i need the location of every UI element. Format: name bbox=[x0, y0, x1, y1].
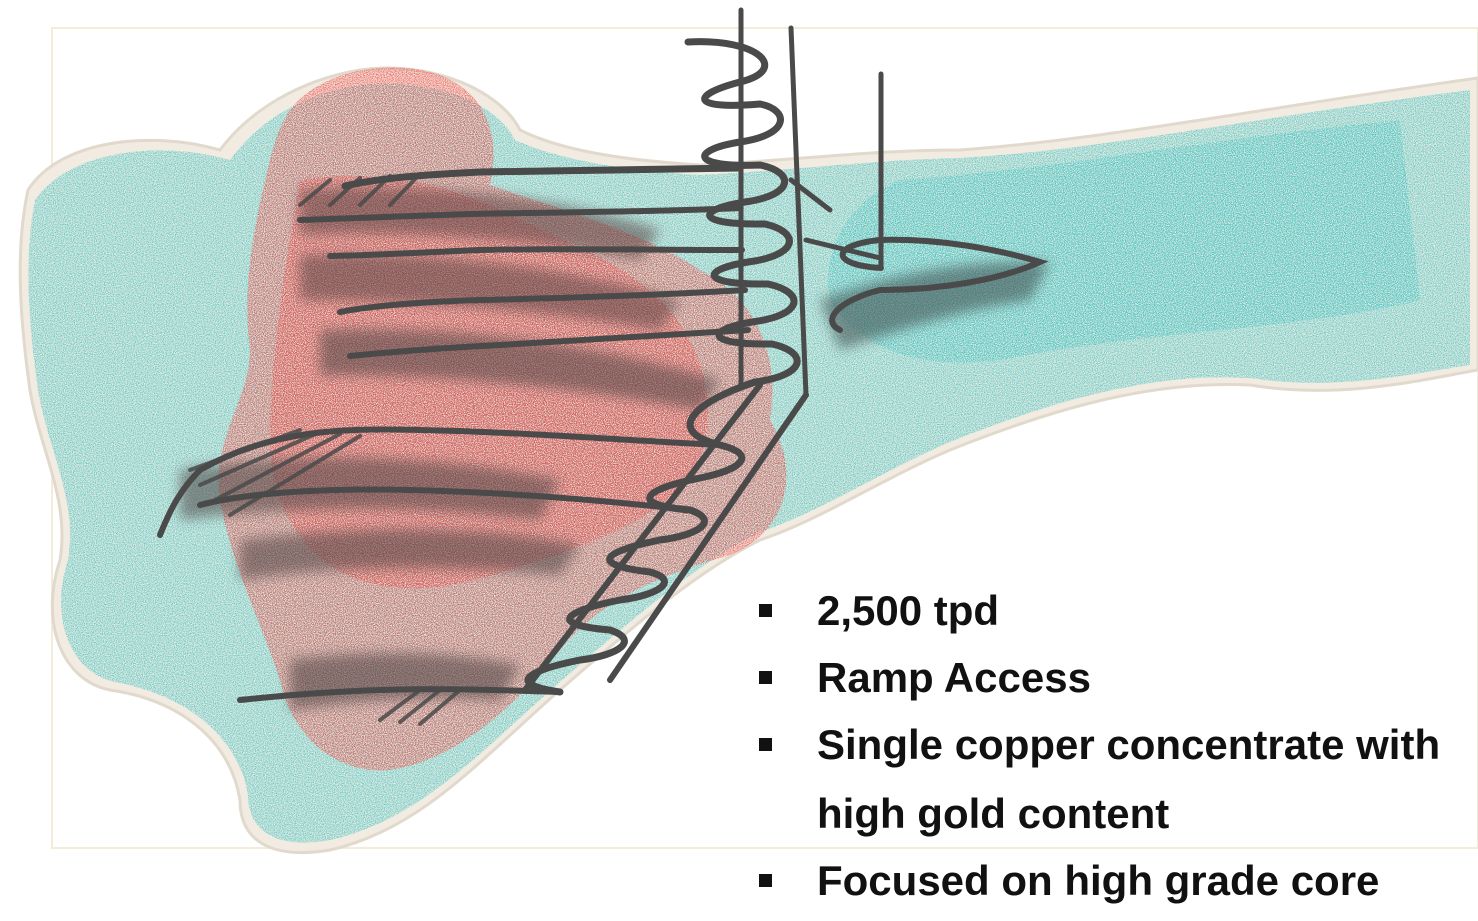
level-drift bbox=[337, 287, 748, 315]
bullet-text-line-2: high gold content bbox=[817, 790, 1170, 837]
ramp-access bbox=[157, 7, 1049, 726]
upper-spiral-ramp bbox=[684, 38, 801, 386]
square-bullet-icon bbox=[759, 671, 772, 684]
bullet-text-line-1: Single copper concentrate with bbox=[817, 721, 1441, 768]
connecting-drift bbox=[788, 177, 883, 261]
square-bullet-icon bbox=[759, 738, 772, 751]
bullet-item-concentrate: Single copper concentrate with high gold… bbox=[758, 718, 1440, 840]
stope-fans bbox=[188, 172, 462, 726]
square-bullet-icon bbox=[759, 604, 772, 617]
lower-decline-ramp bbox=[522, 382, 809, 693]
level-drift bbox=[347, 327, 751, 359]
bullet-item-focus: Focused on high grade core bbox=[758, 854, 1440, 907]
level-drift bbox=[327, 246, 745, 259]
bullet-item-access: Ramp Access bbox=[758, 651, 1440, 704]
bullet-text: 2,500 tpd bbox=[817, 587, 1000, 634]
bullet-text: Focused on high grade core bbox=[817, 857, 1380, 904]
lower-spiral-ramp bbox=[524, 378, 759, 696]
ventilation-raise bbox=[788, 25, 809, 398]
level-drift bbox=[237, 686, 563, 703]
level-drift bbox=[197, 486, 693, 513]
level-drift bbox=[157, 426, 723, 538]
bullet-text: Ramp Access bbox=[817, 654, 1091, 701]
bullet-item-throughput: 2,500 tpd bbox=[758, 584, 1440, 637]
project-highlights-list: 2,500 tpd Ramp Access Single copper conc… bbox=[758, 584, 1440, 921]
level-drift bbox=[297, 205, 743, 223]
mine-plan-3d-diagram bbox=[18, 7, 1478, 855]
